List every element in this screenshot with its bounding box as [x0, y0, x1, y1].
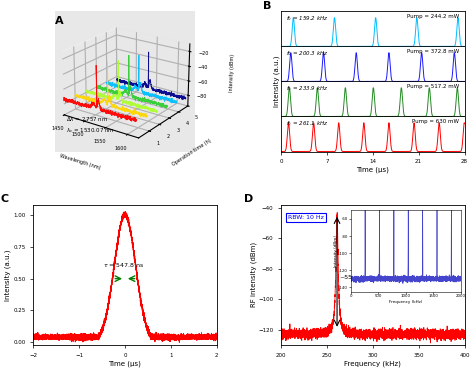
- Text: Pump = 244.2 mW: Pump = 244.2 mW: [407, 14, 459, 19]
- X-axis label: Frequency (kHz): Frequency (kHz): [344, 360, 401, 367]
- Text: RBW: 10 Hz: RBW: 10 Hz: [288, 215, 324, 219]
- Y-axis label: Intensity (a.u.): Intensity (a.u.): [273, 56, 280, 107]
- X-axis label: Wavelength (nm): Wavelength (nm): [59, 153, 101, 170]
- Text: A: A: [55, 16, 64, 25]
- Y-axis label: Intensity (a.u.): Intensity (a.u.): [4, 249, 10, 301]
- Text: ~55dB: ~55dB: [339, 276, 361, 280]
- Text: $f_0$ = 233.9 kHz: $f_0$ = 233.9 kHz: [286, 84, 329, 93]
- Text: $f_0$ = 200.3 kHz: $f_0$ = 200.3 kHz: [286, 49, 329, 58]
- Y-axis label: Operation time (h): Operation time (h): [172, 138, 213, 167]
- X-axis label: Time (μs): Time (μs): [356, 167, 389, 174]
- Text: $f_0$ = 261.1 kHz: $f_0$ = 261.1 kHz: [286, 119, 329, 128]
- Y-axis label: RF intensity (dBm): RF intensity (dBm): [250, 242, 257, 307]
- Text: $\Delta\lambda$ = 2.757 nm: $\Delta\lambda$ = 2.757 nm: [66, 115, 109, 123]
- Text: Pump = 517.2 mW: Pump = 517.2 mW: [407, 84, 459, 89]
- Text: Pump = 372.8 mW: Pump = 372.8 mW: [407, 49, 459, 54]
- Text: C: C: [0, 194, 8, 204]
- Text: Pump = 630 mW: Pump = 630 mW: [412, 119, 459, 124]
- Text: B: B: [263, 0, 271, 11]
- Text: $\lambda_c$ = 1530.07 nm: $\lambda_c$ = 1530.07 nm: [66, 126, 115, 135]
- X-axis label: Time (μs): Time (μs): [109, 360, 141, 367]
- Text: D: D: [244, 194, 254, 204]
- Text: $f_0$ = 159.2 kHz: $f_0$ = 159.2 kHz: [286, 14, 329, 23]
- Text: $\tau$ = 547.8 ns: $\tau$ = 547.8 ns: [103, 261, 145, 269]
